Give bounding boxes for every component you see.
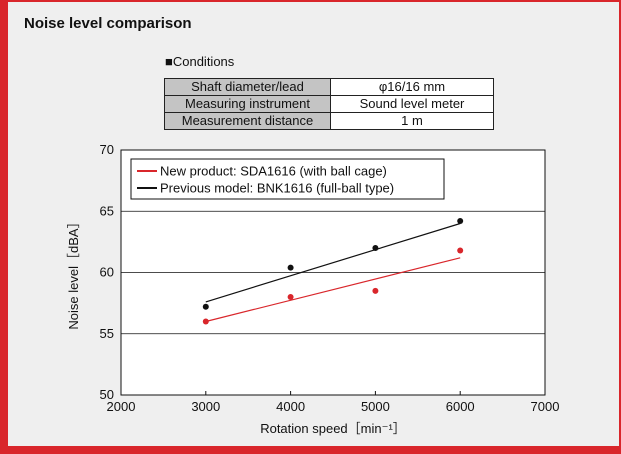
x-tick-label: 6000 <box>446 399 475 414</box>
x-tick-label: 4000 <box>276 399 305 414</box>
x-tick-label: 5000 <box>361 399 390 414</box>
trend-line <box>205 257 461 323</box>
data-point <box>457 247 464 254</box>
legend: New product: SDA1616 (with ball cage) Pre… <box>130 158 445 200</box>
data-point <box>372 245 379 251</box>
trend-line <box>205 222 461 303</box>
page-title: Noise level comparison <box>24 15 192 32</box>
x-tick-label: 7000 <box>531 399 560 414</box>
conditions-label: ■Conditions <box>165 54 235 69</box>
y-tick-label: 60 <box>100 265 114 280</box>
conditions-table: Shaft diameter/lead φ16/16 mm Measuring … <box>164 78 494 130</box>
condition-key: Measuring instrument <box>164 95 331 113</box>
trend-lines <box>205 222 461 323</box>
y-tick-label: 70 <box>100 142 114 157</box>
y-tick-label: 55 <box>100 326 114 341</box>
legend-box <box>130 158 445 200</box>
legend-label: New product: SDA1616 (with ball cage) <box>160 164 387 179</box>
legend-label: Previous model: BNK1616 (full-ball type) <box>160 181 394 196</box>
y-tick-label: 50 <box>100 387 114 402</box>
grid-lines <box>121 210 545 335</box>
table-row: Shaft diameter/lead φ16/16 mm <box>164 78 494 96</box>
condition-value: Sound level meter <box>330 95 494 113</box>
table-row: Measurement distance 1 m <box>164 112 494 130</box>
data-point <box>372 287 379 294</box>
data-point <box>202 318 209 325</box>
data-point <box>287 264 294 271</box>
y-tick-label: 65 <box>100 203 114 218</box>
x-axis-label: Rotation speed［min⁻¹］ <box>260 421 406 436</box>
condition-value: φ16/16 mm <box>330 78 494 96</box>
y-axis-label: Noise level［dBA］ <box>66 215 81 329</box>
table-row: Measuring instrument Sound level meter <box>164 95 494 113</box>
data-point <box>202 303 209 310</box>
x-tick-label: 3000 <box>191 399 220 414</box>
x-tick-label: 2000 <box>107 399 136 414</box>
data-point <box>287 294 294 300</box>
axis-ticks: 50 55 60 65 70 2000 3000 4000 5000 6000 7000 <box>100 142 560 414</box>
condition-value: 1 m <box>330 112 494 130</box>
condition-key: Shaft diameter/lead <box>164 78 331 96</box>
data-point <box>457 218 464 225</box>
data-points <box>202 218 464 325</box>
condition-key: Measurement distance <box>164 112 331 130</box>
